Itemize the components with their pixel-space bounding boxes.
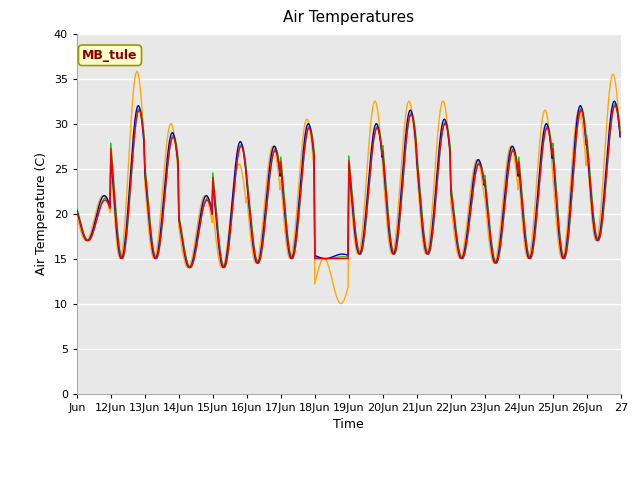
AirT xyxy=(405,117,413,122)
AirT xyxy=(611,103,619,108)
li77_temp xyxy=(137,107,145,113)
AirT xyxy=(436,152,444,158)
li75_t xyxy=(264,179,272,184)
li75_t xyxy=(186,264,193,270)
li75_t xyxy=(285,247,292,253)
Tsonic xyxy=(616,133,624,139)
li75_t xyxy=(616,134,624,140)
Y-axis label: Air Temperature (C): Air Temperature (C) xyxy=(35,152,48,275)
li77_temp xyxy=(616,125,624,131)
AirT xyxy=(73,208,81,214)
Legend: AirT, li75_t, li77_temp, Tsonic: AirT, li75_t, li77_temp, Tsonic xyxy=(177,479,521,480)
AirT xyxy=(616,130,624,136)
Title: Air Temperatures: Air Temperatures xyxy=(284,11,414,25)
li77_temp xyxy=(264,191,272,196)
AirT xyxy=(264,188,272,194)
Line: AirT: AirT xyxy=(77,106,620,267)
li77_temp xyxy=(405,117,413,122)
AirT xyxy=(237,143,245,149)
AirT xyxy=(137,110,145,116)
Line: li77_temp: li77_temp xyxy=(77,104,620,267)
AirT xyxy=(285,243,292,249)
li75_t xyxy=(237,139,245,145)
Tsonic xyxy=(337,300,345,306)
li75_t xyxy=(611,98,618,104)
Line: li75_t: li75_t xyxy=(77,101,620,267)
Tsonic xyxy=(264,166,272,172)
Tsonic xyxy=(138,96,145,102)
li77_temp xyxy=(611,101,619,107)
li75_t xyxy=(405,109,413,115)
li77_temp xyxy=(436,155,444,160)
X-axis label: Time: Time xyxy=(333,418,364,431)
li77_temp xyxy=(237,142,245,147)
li77_temp xyxy=(73,205,81,211)
Tsonic xyxy=(436,108,444,114)
Tsonic xyxy=(73,213,81,218)
Tsonic xyxy=(285,253,292,259)
li75_t xyxy=(73,207,81,213)
li77_temp xyxy=(285,240,292,246)
Tsonic xyxy=(406,99,413,105)
Tsonic xyxy=(237,165,245,171)
li77_temp xyxy=(186,264,194,270)
Text: MB_tule: MB_tule xyxy=(82,49,138,62)
AirT xyxy=(186,264,194,270)
Tsonic xyxy=(133,69,141,74)
li75_t xyxy=(137,109,145,115)
li75_t xyxy=(436,142,444,147)
Line: Tsonic: Tsonic xyxy=(77,72,620,303)
